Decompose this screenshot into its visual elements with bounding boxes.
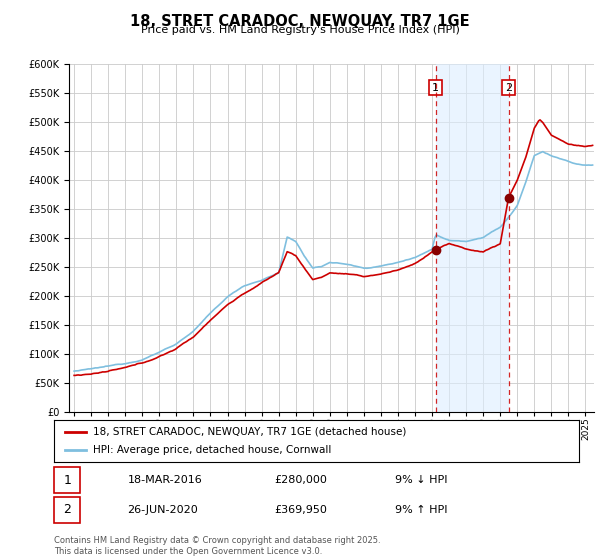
Text: 18-MAR-2016: 18-MAR-2016 — [128, 475, 202, 485]
Bar — [436, 64, 509, 412]
Text: 9% ↑ HPI: 9% ↑ HPI — [395, 505, 448, 515]
Text: 18, STRET CARADOC, NEWQUAY, TR7 1GE: 18, STRET CARADOC, NEWQUAY, TR7 1GE — [130, 14, 470, 29]
Text: 2: 2 — [63, 503, 71, 516]
Text: 1: 1 — [432, 82, 439, 92]
Text: Price paid vs. HM Land Registry's House Price Index (HPI): Price paid vs. HM Land Registry's House … — [140, 25, 460, 35]
Text: 1: 1 — [63, 474, 71, 487]
FancyBboxPatch shape — [54, 467, 80, 493]
Text: 26-JUN-2020: 26-JUN-2020 — [128, 505, 198, 515]
Text: HPI: Average price, detached house, Cornwall: HPI: Average price, detached house, Corn… — [94, 445, 332, 455]
Text: 18, STRET CARADOC, NEWQUAY, TR7 1GE (detached house): 18, STRET CARADOC, NEWQUAY, TR7 1GE (det… — [94, 427, 407, 437]
Text: Contains HM Land Registry data © Crown copyright and database right 2025.
This d: Contains HM Land Registry data © Crown c… — [54, 536, 380, 556]
Text: £369,950: £369,950 — [275, 505, 328, 515]
FancyBboxPatch shape — [54, 497, 80, 523]
Text: £280,000: £280,000 — [275, 475, 328, 485]
Text: 2: 2 — [505, 82, 512, 92]
Text: 9% ↓ HPI: 9% ↓ HPI — [395, 475, 448, 485]
